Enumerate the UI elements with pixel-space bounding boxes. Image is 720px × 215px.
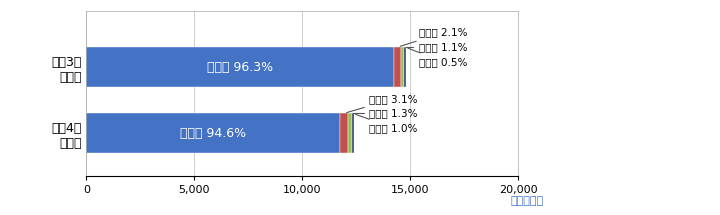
Text: 著作権 2.1%: 著作権 2.1% — [400, 28, 467, 46]
Bar — [395, 47, 401, 87]
Text: 特許権 0.5%: 特許権 0.5% — [408, 48, 467, 67]
Bar — [405, 47, 406, 87]
Bar — [340, 113, 348, 153]
Text: 意匠権 1.1%: 意匠権 1.1% — [405, 42, 467, 52]
Bar — [86, 113, 340, 153]
Bar — [348, 113, 351, 153]
Text: 商標権 96.3%: 商標権 96.3% — [207, 61, 274, 74]
Text: 商標権 94.6%: 商標権 94.6% — [180, 127, 246, 140]
Bar — [351, 113, 354, 153]
Bar — [401, 47, 405, 87]
Text: 著作権 3.1%: 著作権 3.1% — [346, 94, 418, 113]
X-axis label: 件数（件）: 件数（件） — [510, 196, 544, 206]
Text: 意匠権 1.3%: 意匠権 1.3% — [353, 108, 418, 118]
Text: 特許権 1.0%: 特許権 1.0% — [356, 114, 418, 133]
Bar — [86, 47, 395, 87]
